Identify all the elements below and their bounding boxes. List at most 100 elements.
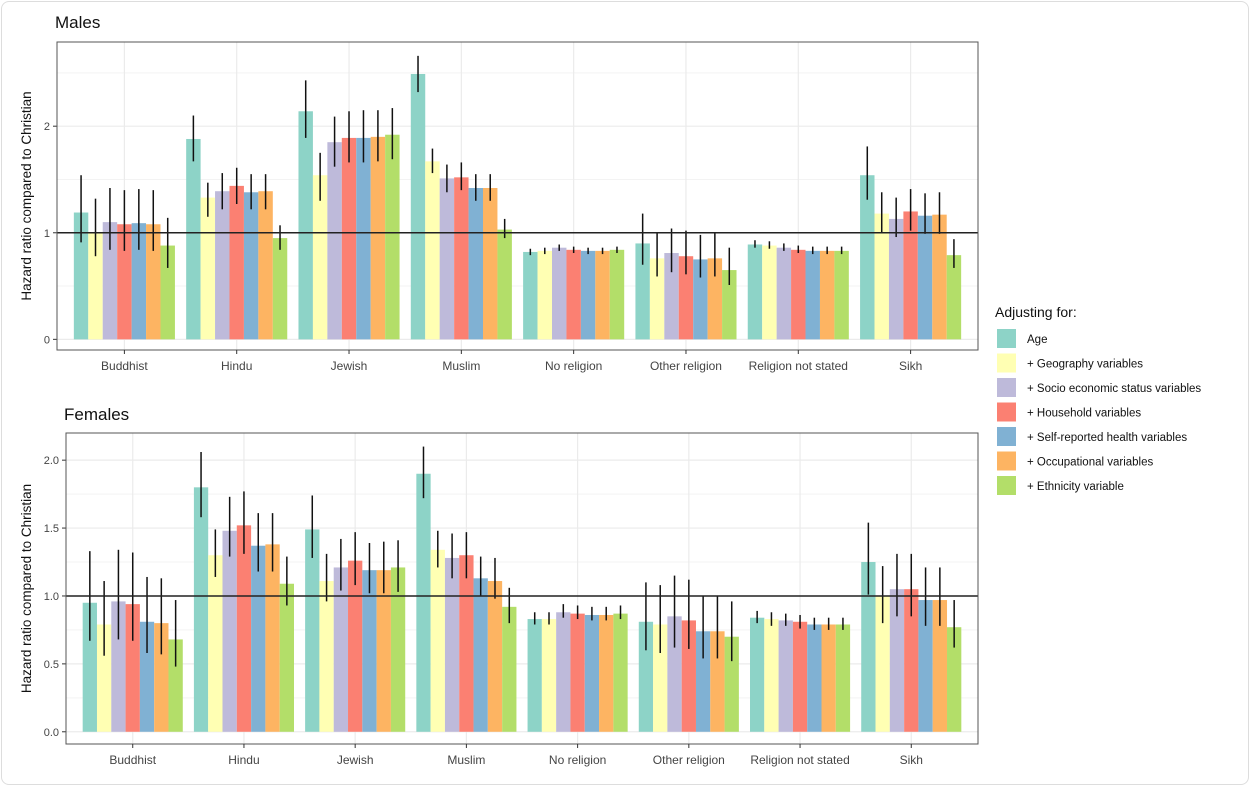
bar-sikh-series-6 [946, 255, 962, 340]
bar-sikh-series-0 [861, 562, 876, 732]
legend-label: + Ethnicity variable [1027, 481, 1124, 493]
bar-sikh-series-6 [947, 627, 962, 732]
legend-label: + Household variables [1027, 408, 1141, 420]
bar-muslim-series-2 [444, 557, 460, 732]
bar-other-religion-series-4 [693, 259, 708, 340]
bar-hindu-series-5 [258, 191, 273, 340]
bar-buddhist-series-5 [154, 623, 169, 732]
bar-buddhist-series-3 [125, 604, 140, 732]
bar-jewish-series-2 [327, 142, 342, 340]
bar-hindu-series-1 [208, 555, 223, 732]
bar-hindu-series-5 [265, 544, 280, 732]
bar-muslim-series-6 [497, 229, 512, 340]
y-tick-label: 0 [44, 334, 50, 346]
bar-muslim-series-3 [454, 177, 469, 340]
bar-religion-not-stated-series-1 [762, 245, 777, 340]
bar-hindu-series-1 [200, 197, 216, 340]
bar-religion-not-stated-series-4 [805, 250, 820, 340]
bar-muslim-series-6 [502, 606, 517, 732]
bar-buddhist-series-4 [139, 621, 155, 732]
y-axis-title: Hazard ratio compared to Christian [19, 91, 34, 300]
bar-jewish-series-0 [305, 529, 320, 732]
x-tick-label: Muslim [447, 753, 485, 767]
legend-title: Adjusting for: [995, 304, 1077, 320]
x-tick-label: Hindu [228, 753, 259, 767]
bar-religion-not-stated-series-4 [807, 624, 822, 732]
bar-other-religion-series-5 [707, 258, 723, 340]
bar-hindu-series-6 [272, 238, 288, 340]
y-tick-label: 0.0 [44, 727, 59, 739]
bar-no-religion-series-4 [584, 614, 600, 732]
x-tick-label: Other religion [650, 359, 722, 373]
bar-muslim-series-4 [473, 578, 488, 732]
bar-other-religion-series-2 [664, 253, 679, 340]
bar-sikh-series-4 [917, 215, 933, 340]
bar-jewish-series-3 [341, 137, 357, 340]
bar-hindu-series-2 [215, 191, 230, 340]
plot-border [65, 432, 979, 745]
x-tick-label: Buddhist [101, 359, 148, 373]
x-tick-label: Jewish [331, 359, 368, 373]
legend-key [997, 451, 1016, 471]
bar-other-religion-series-0 [638, 621, 654, 732]
y-tick-label: 1.0 [44, 591, 59, 603]
bar-no-religion-series-5 [595, 250, 610, 340]
bar-other-religion-series-3 [678, 256, 694, 340]
bar-no-religion-series-5 [599, 614, 614, 732]
bar-jewish-series-1 [312, 175, 328, 340]
bar-muslim-series-4 [468, 188, 484, 340]
bar-buddhist-series-1 [96, 624, 112, 732]
bar-hindu-series-4 [251, 545, 266, 732]
bar-religion-not-stated-series-6 [835, 624, 851, 732]
bar-buddhist-series-2 [102, 222, 118, 340]
bar-no-religion-series-4 [580, 250, 596, 340]
panel-females: Females 0.0 0.5 1.0 1.5 2.0 Buddhist Hindu Jewis… [19, 405, 979, 767]
x-tick-label: Sikh [899, 359, 922, 373]
bar-sikh-series-5 [932, 214, 947, 340]
panel-title: Males [55, 13, 100, 32]
bar-muslim-series-3 [459, 555, 474, 732]
bar-jewish-series-2 [333, 567, 349, 732]
x-tick-label: Sikh [900, 753, 923, 767]
bar-jewish-series-4 [362, 570, 377, 732]
bar-no-religion-series-2 [556, 612, 571, 732]
x-tick-label: Religion not stated [750, 753, 849, 767]
bar-other-religion-series-1 [649, 258, 665, 340]
bar-religion-not-stated-series-5 [821, 624, 836, 732]
bar-other-religion-series-6 [724, 636, 739, 732]
bar-no-religion-series-1 [541, 619, 557, 732]
bar-muslim-series-5 [487, 581, 503, 732]
bar-other-religion-series-6 [722, 270, 737, 340]
x-tick-label: Muslim [442, 359, 480, 373]
bar-religion-not-stated-series-0 [750, 617, 765, 732]
bar-buddhist-series-2 [111, 601, 126, 732]
bar-buddhist-series-6 [160, 245, 175, 340]
bar-buddhist-series-1 [88, 232, 103, 340]
bar-sikh-series-3 [904, 589, 919, 732]
bar-sikh-series-2 [889, 589, 905, 732]
bar-hindu-series-0 [186, 138, 201, 340]
bar-religion-not-stated-series-5 [819, 250, 835, 340]
bar-hindu-series-6 [279, 583, 294, 732]
bar-no-religion-series-3 [566, 249, 581, 340]
legend-label: Age [1027, 334, 1047, 346]
bar-no-religion-series-1 [537, 250, 552, 340]
bar-other-religion-series-0 [635, 243, 650, 340]
bar-jewish-series-1 [319, 581, 334, 732]
bar-hindu-series-2 [222, 530, 237, 732]
legend-label: + Self-reported health variables [1027, 432, 1187, 444]
bar-muslim-series-2 [439, 178, 455, 340]
plot-border [56, 41, 979, 351]
legend-key [997, 329, 1016, 348]
legend-key [997, 353, 1016, 373]
bar-buddhist-series-0 [73, 212, 89, 340]
bar-muslim-series-5 [483, 188, 498, 340]
bar-buddhist-series-3 [117, 224, 132, 340]
bar-no-religion-series-2 [551, 247, 567, 340]
legend-key [997, 402, 1016, 422]
y-tick-label: 2.0 [44, 455, 59, 467]
x-tick-label: Religion not stated [749, 359, 848, 373]
x-tick-label: Jewish [337, 753, 374, 767]
bar-jewish-series-5 [376, 570, 391, 732]
bar-muslim-series-1 [430, 549, 445, 732]
